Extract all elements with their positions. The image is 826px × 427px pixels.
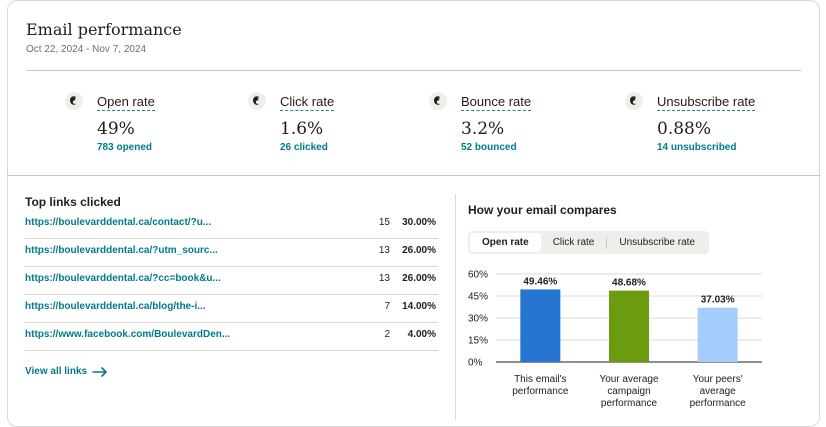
top-links-title: Top links clicked	[25, 195, 121, 209]
y-tick-label: 30%	[468, 314, 488, 325]
table-row: https://boulevarddental.ca/?cc=book&u...…	[25, 267, 438, 295]
link-click-count: 7	[384, 301, 390, 312]
unsubscribe-rate-label[interactable]: Unsubscribe rate	[657, 94, 756, 111]
open-rate-label[interactable]: Open rate	[97, 94, 155, 111]
open-rate-value: 49%	[97, 119, 135, 139]
mailchimp-logo-icon	[429, 92, 447, 110]
mailchimp-logo-icon	[65, 92, 83, 110]
link-url[interactable]: https://boulevarddental.ca/contact/?u...	[25, 217, 212, 228]
x-category-label: performance	[690, 398, 747, 409]
y-tick-label: 45%	[468, 292, 488, 303]
tab-open-rate[interactable]: Open rate	[470, 233, 541, 252]
link-click-percent: 26.00%	[402, 245, 436, 256]
link-click-count: 13	[378, 273, 390, 284]
tab-unsubscribe-rate[interactable]: Unsubscribe rate	[619, 237, 695, 248]
bar-data-label: 37.03%	[701, 295, 735, 306]
bar	[609, 290, 649, 362]
y-tick-label: 60%	[468, 270, 488, 281]
view-all-links-label: View all links	[25, 366, 88, 377]
link-url[interactable]: https://www.facebook.com/BoulevardDen...	[25, 329, 231, 340]
link-click-count: 15	[378, 217, 390, 228]
y-tick-label: 15%	[468, 336, 488, 347]
x-category-label: campaign	[607, 386, 650, 397]
link-click-percent: 4.00%	[407, 329, 436, 340]
link-click-count: 13	[378, 245, 390, 256]
divider	[7, 175, 820, 176]
mailchimp-logo-icon	[625, 92, 643, 110]
compare-tabs: Open rate Click rate Unsubscribe rate	[468, 231, 709, 254]
bar	[697, 307, 738, 362]
unsubscribe-rate-sub: 14 unsubscribed	[657, 142, 737, 153]
email-performance-card	[7, 0, 820, 427]
bounce-rate-value: 3.2%	[461, 119, 505, 139]
comparison-bar-chart: 0%15%30%45%60%49.46%This email'sperforma…	[468, 270, 762, 409]
table-row: https://boulevarddental.ca/?utm_sourc...…	[25, 239, 438, 267]
table-row: https://www.facebook.com/BoulevardDen...…	[25, 323, 438, 351]
compare-title: How your email compares	[468, 203, 617, 217]
link-click-percent: 26.00%	[402, 273, 436, 284]
x-category-label: Your average	[599, 374, 659, 385]
bar-data-label: 48.68%	[612, 278, 646, 289]
page-title: Email performance	[26, 20, 182, 39]
open-rate-sub: 783 opened	[97, 142, 153, 153]
unsubscribe-rate-value: 0.88%	[657, 119, 712, 139]
click-rate-sub: 26 clicked	[280, 142, 328, 153]
y-tick-label: 0%	[468, 358, 483, 369]
x-category-label: performance	[601, 398, 658, 409]
date-range: Oct 22, 2024 - Nov 7, 2024	[26, 44, 147, 55]
link-click-percent: 14.00%	[402, 301, 436, 312]
table-row: https://boulevarddental.ca/blog/the-i...…	[25, 295, 438, 323]
bounce-rate-sub: 52 bounced	[461, 142, 517, 153]
link-url[interactable]: https://boulevarddental.ca/?cc=book&u...	[25, 273, 221, 284]
click-rate-value: 1.6%	[280, 119, 324, 139]
link-click-count: 2	[384, 329, 390, 340]
mailchimp-logo-icon	[248, 92, 266, 110]
tab-click-rate[interactable]: Click rate	[552, 237, 595, 248]
divider	[26, 70, 801, 71]
x-category-label: average	[700, 386, 737, 397]
bar-data-label: 49.46%	[523, 276, 557, 287]
table-row: https://boulevarddental.ca/contact/?u...…	[25, 211, 438, 239]
bar	[520, 289, 561, 362]
bounce-rate-label[interactable]: Bounce rate	[461, 94, 532, 111]
link-url[interactable]: https://boulevarddental.ca/?utm_sourc...	[25, 245, 218, 256]
link-click-percent: 30.00%	[402, 217, 436, 228]
x-category-label: performance	[512, 386, 569, 397]
tab-separator	[606, 236, 608, 249]
x-category-label: This email's	[514, 374, 566, 385]
click-rate-label[interactable]: Click rate	[280, 94, 335, 111]
x-category-label: Your peers'	[693, 374, 743, 385]
arrow-right-icon	[92, 366, 107, 377]
view-all-links-link[interactable]: View all links	[25, 366, 108, 377]
link-url[interactable]: https://boulevarddental.ca/blog/the-i...	[25, 301, 206, 312]
divider	[455, 194, 456, 420]
